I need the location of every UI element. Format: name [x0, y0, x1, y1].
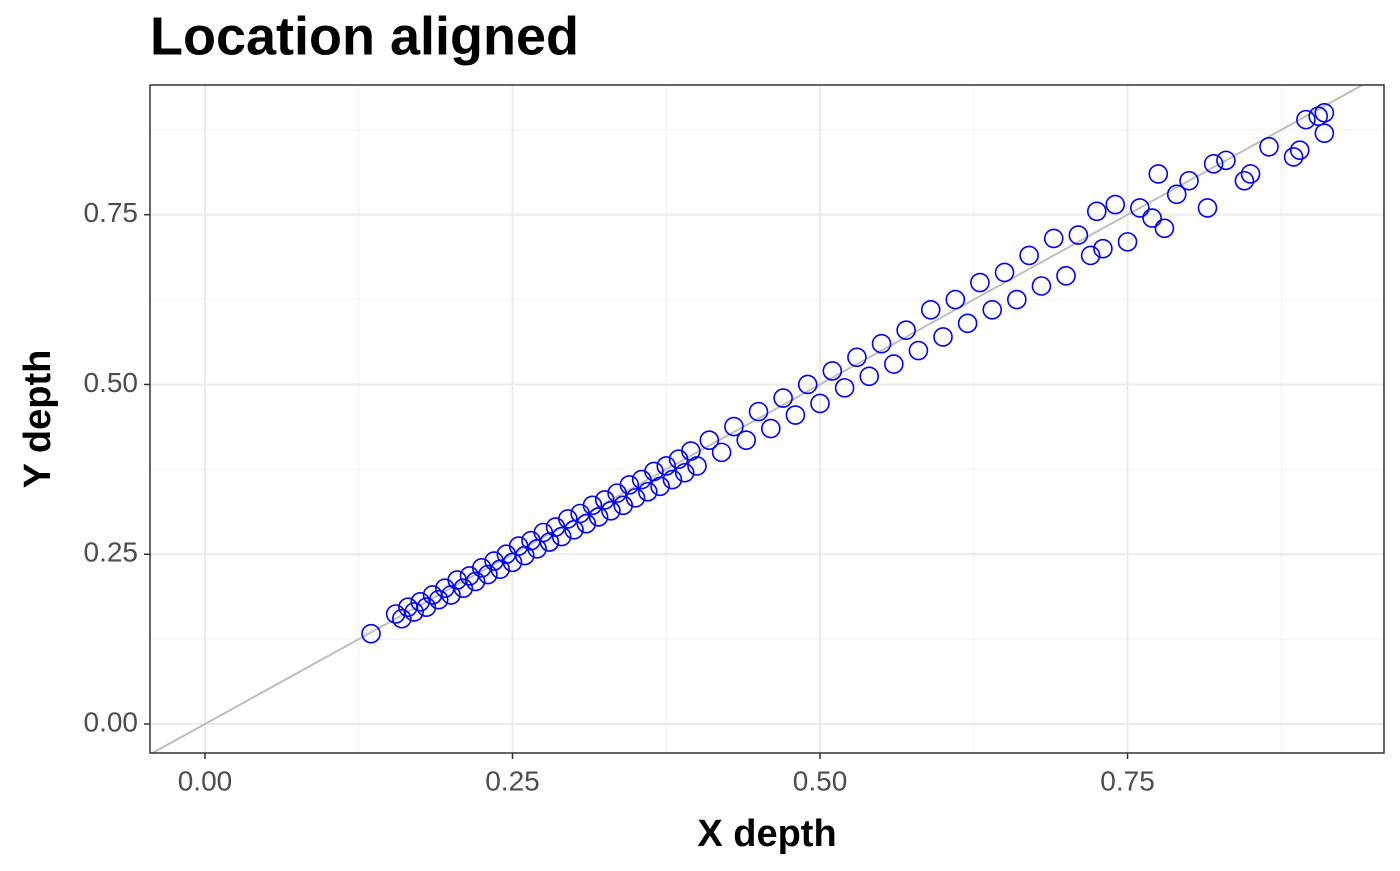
point [1105, 194, 1126, 215]
point [1314, 123, 1335, 144]
point [625, 488, 646, 508]
point [576, 513, 597, 534]
point [1068, 225, 1089, 245]
point [982, 299, 1003, 320]
y-tick-label: 0.75 [84, 197, 139, 228]
point [736, 430, 757, 450]
point [994, 262, 1015, 283]
point [871, 333, 892, 354]
point [1203, 153, 1224, 174]
point [1019, 245, 1039, 266]
point [558, 509, 578, 529]
point [933, 327, 953, 347]
point [1234, 170, 1255, 191]
point [1043, 228, 1064, 249]
plot-border [149, 84, 1385, 754]
point [797, 374, 818, 395]
point [478, 564, 498, 585]
point [582, 495, 603, 516]
point [662, 469, 683, 490]
point [361, 623, 381, 644]
chart-title: Location aligned [150, 6, 579, 66]
point [619, 475, 640, 495]
point [711, 442, 732, 463]
point [810, 393, 830, 414]
point [970, 272, 990, 293]
point [1154, 218, 1175, 239]
point [416, 597, 437, 618]
point [1314, 103, 1335, 123]
point [761, 418, 781, 439]
y-tick-label: 0.50 [84, 367, 139, 398]
x-tick-label: 0.50 [793, 765, 848, 796]
x-tick-label: 0.25 [485, 765, 540, 796]
point [1093, 238, 1113, 259]
point [908, 340, 929, 361]
point [447, 570, 467, 590]
y-tick-label: 0.00 [84, 706, 139, 737]
point [594, 490, 615, 510]
point [1296, 109, 1316, 130]
point [674, 462, 695, 483]
point [1283, 147, 1304, 167]
point [1240, 164, 1261, 184]
point [1166, 184, 1187, 205]
point [1259, 136, 1279, 157]
point [834, 378, 855, 398]
y-axis-title: Y depth [17, 350, 59, 489]
point [453, 578, 474, 598]
point [1197, 198, 1218, 218]
point [1056, 266, 1076, 286]
point [533, 522, 554, 543]
point [551, 526, 572, 547]
x-tick-label: 0.00 [178, 765, 233, 796]
point [773, 388, 793, 408]
point [699, 430, 720, 450]
point [650, 476, 670, 497]
point [957, 313, 978, 334]
point [920, 299, 941, 320]
point [1142, 208, 1162, 228]
point [1289, 140, 1310, 160]
point [822, 361, 843, 381]
point [613, 495, 634, 516]
point [1130, 198, 1150, 218]
point [428, 589, 449, 610]
y-tick-label: 0.25 [84, 537, 139, 568]
point [508, 536, 529, 556]
point [588, 507, 609, 527]
point [404, 602, 424, 622]
point [896, 320, 916, 340]
point [465, 571, 486, 592]
point [656, 456, 677, 476]
point [1216, 150, 1236, 171]
point [1086, 201, 1107, 222]
point [859, 366, 880, 387]
point [687, 456, 707, 476]
point [785, 405, 806, 425]
point [847, 347, 867, 368]
point [945, 289, 966, 310]
point [1179, 170, 1199, 191]
point [601, 500, 621, 521]
point [884, 354, 904, 374]
point [1148, 164, 1169, 184]
point [1031, 276, 1052, 296]
point [1117, 232, 1138, 252]
point [391, 608, 412, 629]
point [1007, 289, 1027, 310]
point [724, 416, 744, 437]
point [638, 481, 658, 502]
point [748, 401, 769, 422]
x-axis-title: X depth [697, 813, 836, 855]
x-tick-label: 0.75 [1100, 765, 1155, 796]
point [1080, 245, 1101, 266]
